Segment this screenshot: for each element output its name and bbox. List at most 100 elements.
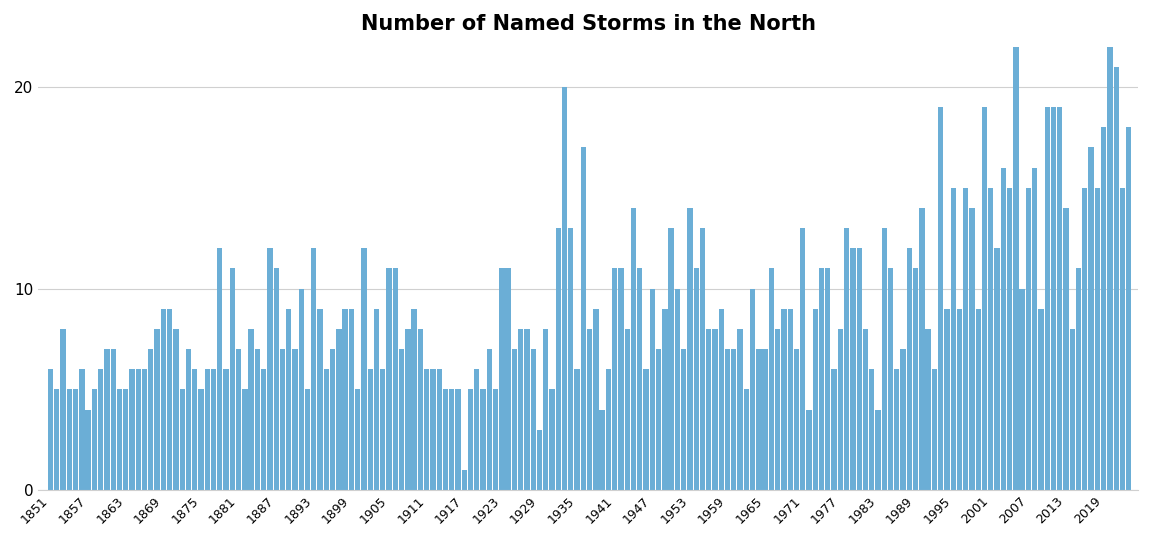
Bar <box>342 309 348 490</box>
Bar <box>455 389 461 490</box>
Bar <box>167 309 173 490</box>
Bar <box>449 389 454 490</box>
Bar <box>1038 309 1044 490</box>
Bar <box>462 470 467 490</box>
Bar <box>1069 329 1075 490</box>
Bar <box>1089 147 1093 490</box>
Bar <box>211 369 217 490</box>
Bar <box>192 369 197 490</box>
Bar <box>242 389 248 490</box>
Bar <box>116 389 122 490</box>
Bar <box>355 389 361 490</box>
Bar <box>963 188 969 490</box>
Bar <box>919 208 925 490</box>
Bar <box>255 349 260 490</box>
Bar <box>267 248 273 490</box>
Bar <box>725 349 730 490</box>
Bar <box>437 369 442 490</box>
Bar <box>869 369 874 490</box>
Bar <box>511 349 517 490</box>
Bar <box>48 369 53 490</box>
Bar <box>518 329 523 490</box>
Bar <box>411 309 417 490</box>
Bar <box>105 349 109 490</box>
Bar <box>606 369 611 490</box>
Bar <box>54 389 60 490</box>
Bar <box>938 107 943 490</box>
Bar <box>305 389 310 490</box>
Bar <box>969 208 975 490</box>
Bar <box>957 309 962 490</box>
Bar <box>418 329 423 490</box>
Bar <box>142 369 147 490</box>
Bar <box>668 228 674 490</box>
Bar <box>612 268 617 490</box>
Bar <box>73 389 78 490</box>
Bar <box>688 208 692 490</box>
Bar <box>493 389 499 490</box>
Bar <box>825 268 831 490</box>
Bar <box>273 268 279 490</box>
Bar <box>575 369 579 490</box>
Bar <box>1076 268 1082 490</box>
Bar <box>881 228 887 490</box>
Bar <box>988 188 993 490</box>
Bar <box>982 107 987 490</box>
Bar <box>675 288 680 490</box>
Bar <box>1001 167 1006 490</box>
Bar <box>499 268 505 490</box>
Bar <box>236 349 241 490</box>
Bar <box>374 309 379 490</box>
Bar <box>838 329 843 490</box>
Bar <box>794 349 799 490</box>
Bar <box>205 369 210 490</box>
Bar <box>173 329 179 490</box>
Bar <box>185 349 191 490</box>
Bar <box>756 349 761 490</box>
Bar <box>362 248 366 490</box>
Bar <box>229 268 235 490</box>
Bar <box>624 329 630 490</box>
Bar <box>1107 0 1113 490</box>
Bar <box>524 329 530 490</box>
Bar <box>468 389 473 490</box>
Bar <box>329 349 335 490</box>
Bar <box>801 228 805 490</box>
Bar <box>744 389 749 490</box>
Bar <box>588 329 592 490</box>
Bar <box>901 349 905 490</box>
Bar <box>393 268 397 490</box>
Bar <box>298 288 304 490</box>
Bar <box>888 268 893 490</box>
Bar <box>655 349 661 490</box>
Bar <box>430 369 435 490</box>
Bar <box>85 409 91 490</box>
Bar <box>149 349 153 490</box>
Bar <box>1007 188 1013 490</box>
Bar <box>555 228 561 490</box>
Bar <box>1063 208 1069 490</box>
Bar <box>732 349 736 490</box>
Bar <box>631 208 636 490</box>
Bar <box>950 188 956 490</box>
Bar <box>79 369 84 490</box>
Bar <box>599 409 605 490</box>
Bar <box>475 369 479 490</box>
Bar <box>619 268 623 490</box>
Bar <box>550 389 554 490</box>
Bar <box>1058 107 1062 490</box>
Bar <box>850 248 856 490</box>
Bar <box>367 369 373 490</box>
Bar <box>712 329 718 490</box>
Bar <box>925 329 931 490</box>
Bar <box>98 369 104 490</box>
Bar <box>863 329 869 490</box>
Bar <box>1051 107 1056 490</box>
Bar <box>907 248 912 490</box>
Bar <box>788 309 793 490</box>
Bar <box>1094 188 1100 490</box>
Bar <box>180 389 184 490</box>
Bar <box>1045 107 1049 490</box>
Bar <box>161 309 166 490</box>
Bar <box>380 369 386 490</box>
